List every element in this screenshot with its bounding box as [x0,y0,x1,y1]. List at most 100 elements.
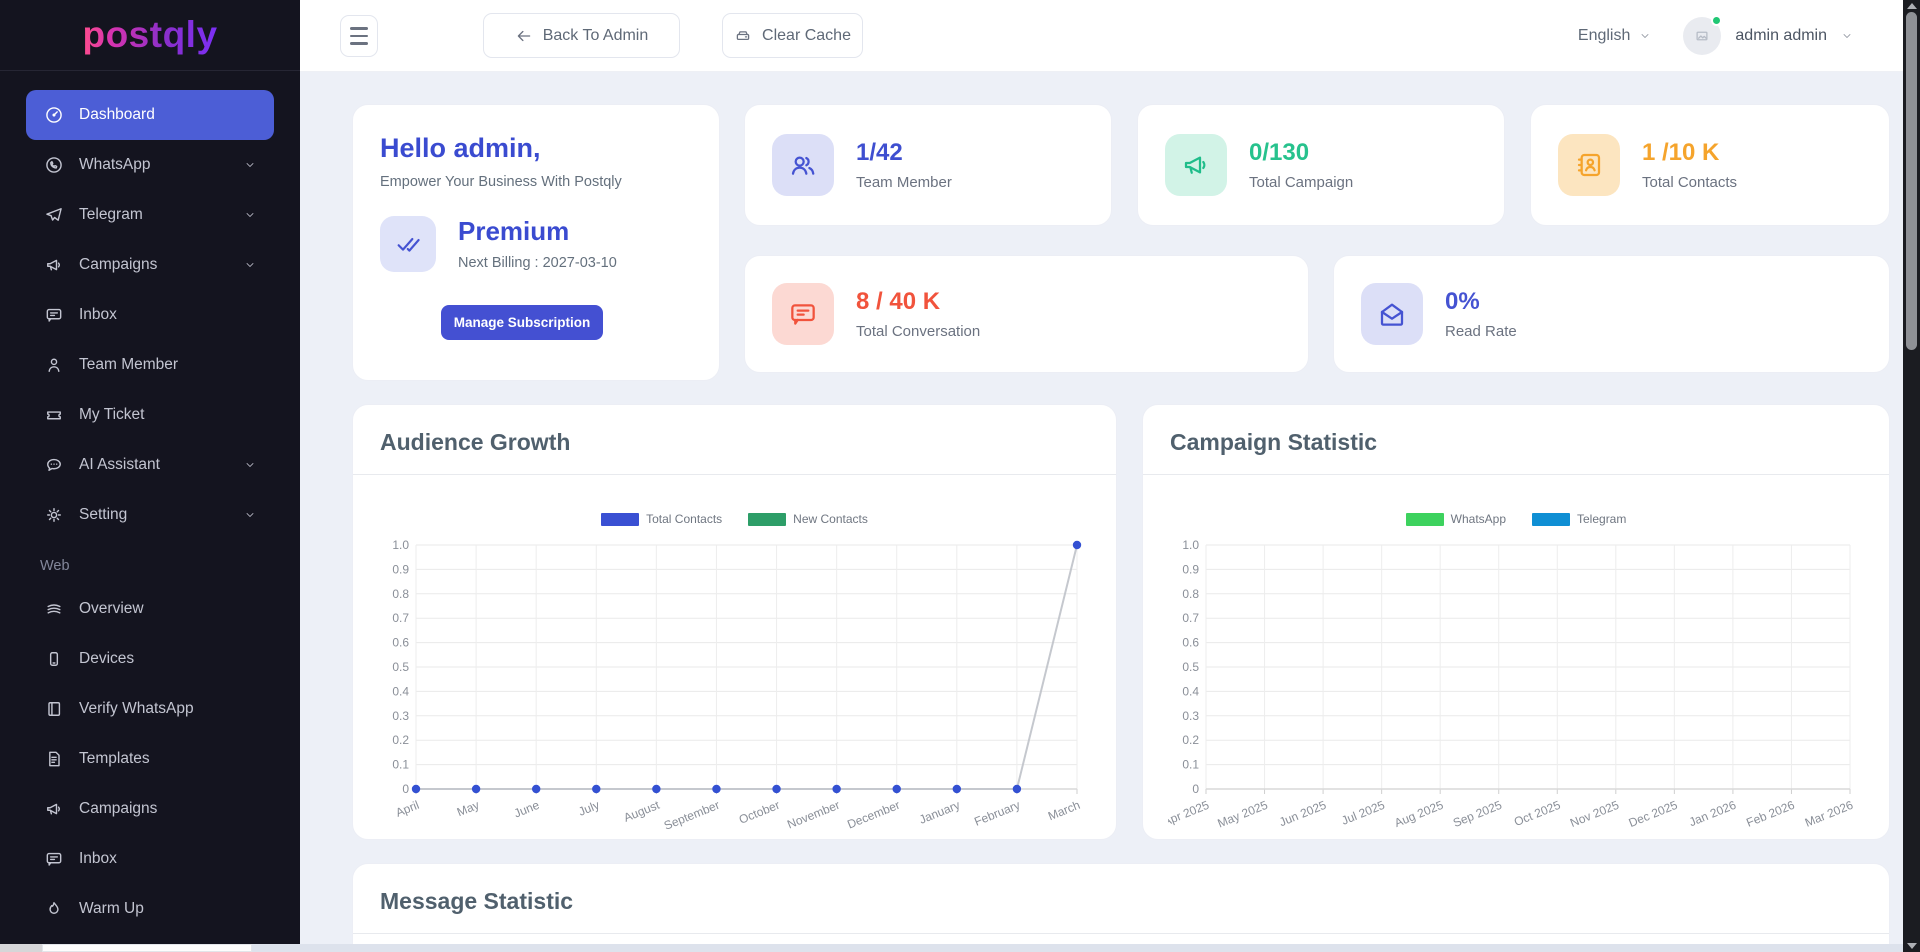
sidebar-item-ai-assistant[interactable]: AI Assistant [26,440,274,490]
vertical-scrollbar[interactable] [1903,0,1920,952]
sidebar-nav: Dashboard WhatsApp Telegram Campaigns In… [0,71,300,934]
sidebar-item-overview[interactable]: Overview [26,584,274,634]
welcome-card: Hello admin, Empower Your Business With … [352,104,720,381]
horizontal-scrollbar-thumb[interactable] [42,944,252,952]
sidebar-item-telegram[interactable]: Telegram [26,190,274,240]
svg-text:Apr 2025: Apr 2025 [1168,798,1211,829]
svg-text:June: June [512,798,542,821]
sidebar: postqly Dashboard WhatsApp Telegram Camp… [0,0,300,952]
svg-text:1.0: 1.0 [392,538,409,552]
gauge-icon [44,105,64,125]
scroll-down-arrow[interactable] [1907,943,1917,949]
sidebar-item-whatsapp[interactable]: WhatsApp [26,140,274,190]
audience-growth-title: Audience Growth [380,429,571,455]
sidebar-item-web-inbox[interactable]: Inbox [26,834,274,884]
sidebar-item-label: WhatsApp [79,156,151,173]
legend-swatch [748,512,787,526]
svg-text:0.7: 0.7 [1182,611,1199,625]
svg-text:0.8: 0.8 [392,587,409,601]
svg-text:Jan 2026: Jan 2026 [1687,798,1738,830]
legend-item[interactable]: New Contacts [748,511,868,527]
stat-value: 1 /10 K [1642,139,1720,166]
plan-billing: Next Billing : 2027-03-10 [458,255,617,271]
sidebar-item-web-campaigns[interactable]: Campaigns [26,784,274,834]
sidebar-item-campaigns[interactable]: Campaigns [26,240,274,290]
svg-text:July: July [576,798,601,819]
vertical-scrollbar-thumb[interactable] [1906,12,1917,350]
sidebar-item-verify-whatsapp[interactable]: Verify WhatsApp [26,684,274,734]
welcome-title: Hello admin, [380,133,541,163]
svg-text:May: May [455,798,481,819]
legend-swatch [601,512,640,526]
divider [353,474,1116,475]
svg-text:November: November [785,798,842,832]
topbar-right: English admin admin [1578,0,1853,72]
svg-text:Nov 2025: Nov 2025 [1568,798,1621,830]
svg-text:Jun 2025: Jun 2025 [1277,798,1328,830]
sidebar-item-dashboard[interactable]: Dashboard [26,90,274,140]
back-to-admin-button[interactable]: Back To Admin [483,13,680,58]
sidebar-item-my-ticket[interactable]: My Ticket [26,390,274,440]
user-avatar-wrap [1683,15,1723,55]
stat-label: Total Campaign [1249,174,1354,191]
bot-icon [44,455,64,475]
sidebar-item-team-member[interactable]: Team Member [26,340,274,390]
horizontal-scrollbar[interactable] [0,944,1903,952]
sidebar-item-label: Dashboard [79,106,155,123]
menu-toggle-button[interactable] [340,15,378,57]
sidebar-item-inbox[interactable]: Inbox [26,290,274,340]
chevron-down-icon[interactable] [1841,30,1853,42]
manage-subscription-button[interactable]: Manage Subscription [441,305,603,340]
svg-text:0.6: 0.6 [392,636,409,650]
arrow-left-icon [515,27,533,45]
double-check-icon [380,216,436,272]
svg-text:0.3: 0.3 [1182,709,1199,723]
total-conversation-stat-card: 8 / 40 K Total Conversation [744,255,1309,373]
campaign-statistic-title: Campaign Statistic [1170,429,1378,455]
sidebar-item-templates[interactable]: Templates [26,734,274,784]
language-selector[interactable]: English [1578,27,1651,45]
svg-text:Mar 2026: Mar 2026 [1803,798,1856,830]
svg-text:0.3: 0.3 [392,709,409,723]
clear-cache-button[interactable]: Clear Cache [722,13,863,58]
svg-text:Oct 2025: Oct 2025 [1512,798,1563,829]
svg-text:0.5: 0.5 [1182,660,1199,674]
message-statistic-title: Message Statistic [380,888,574,914]
read-rate-stat-card: 0% Read Rate [1333,255,1890,373]
svg-text:0.2: 0.2 [392,733,409,747]
chevron-down-icon [244,459,256,471]
person-icon [44,355,64,375]
chevron-down-icon [244,259,256,271]
svg-text:0.9: 0.9 [392,562,409,576]
legend-item[interactable]: WhatsApp [1405,511,1506,527]
ticket-icon [44,405,64,425]
megaphone-icon [44,255,64,275]
total-campaign-stat-card: 0/130 Total Campaign [1137,104,1505,226]
user-name[interactable]: admin admin [1735,27,1827,44]
svg-text:0.4: 0.4 [392,684,409,698]
audience-growth-card: Audience Growth Total Contacts New Contac… [352,404,1117,840]
horizontal-scrollbar-corner [0,944,42,952]
sidebar-item-label: Telegram [79,206,143,223]
divider [353,933,1889,934]
legend-item[interactable]: Telegram [1532,511,1626,527]
legend-label: Telegram [1577,512,1627,526]
divider [1143,474,1889,475]
online-status-dot [1711,15,1723,26]
svg-text:0.1: 0.1 [1182,758,1199,772]
stat-label: Total Conversation [856,323,981,340]
scroll-up-arrow[interactable] [1907,3,1917,9]
main-content: Hello admin, Empower Your Business With … [300,72,1903,952]
legend-item[interactable]: Total Contacts [601,511,722,527]
stat-value: 0/130 [1249,139,1310,166]
welcome-subtitle: Empower Your Business With Postqly [380,174,622,190]
svg-text:Jul 2025: Jul 2025 [1339,798,1387,828]
sidebar-item-label: Verify WhatsApp [79,700,194,717]
sidebar-item-label: Campaigns [79,800,158,817]
megaphone-icon [44,799,64,819]
sidebar-item-warm-up[interactable]: Warm Up [26,884,274,934]
sidebar-item-label: AI Assistant [79,456,160,473]
sidebar-item-devices[interactable]: Devices [26,634,274,684]
sidebar-item-setting[interactable]: Setting [26,490,274,540]
